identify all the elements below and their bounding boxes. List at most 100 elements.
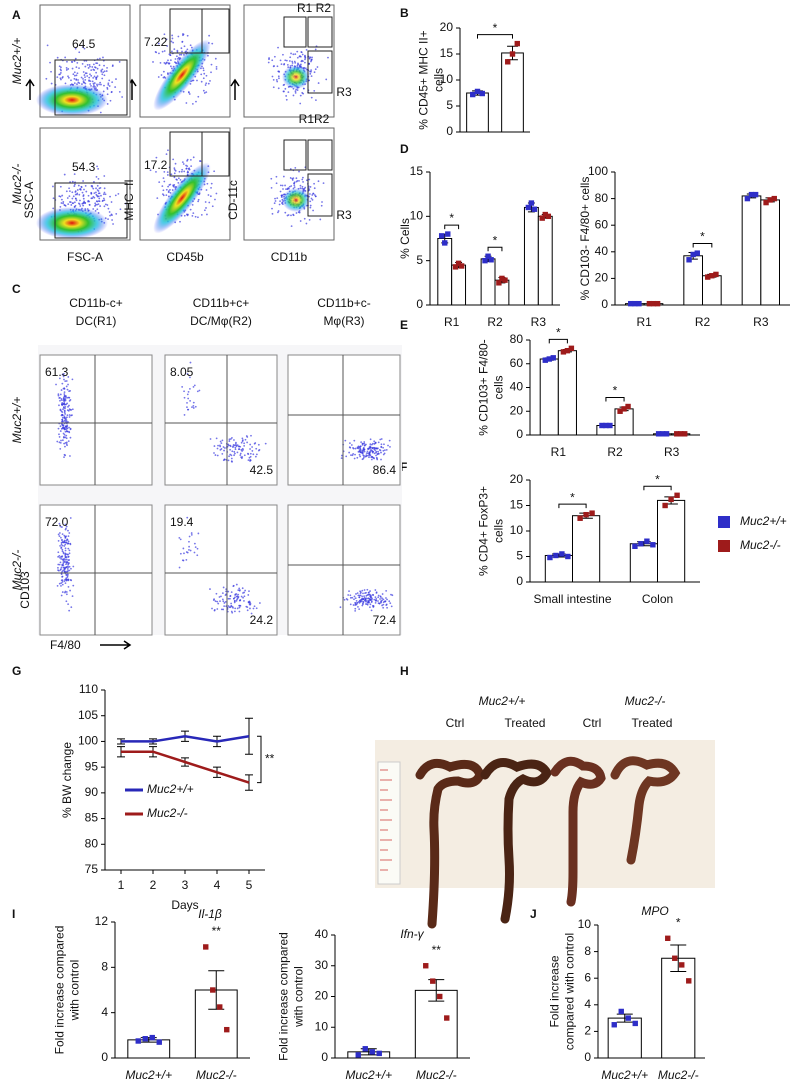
event-dot	[104, 193, 107, 196]
bar	[702, 275, 722, 306]
event-dot	[72, 584, 75, 587]
event-dot	[268, 57, 270, 59]
event-dot	[165, 38, 168, 41]
event-dot	[303, 217, 306, 220]
event-dot	[185, 50, 188, 53]
event-dot	[61, 423, 64, 426]
bar	[414, 989, 458, 1059]
event-dot	[59, 430, 62, 432]
event-dot	[65, 69, 68, 71]
event-dot	[191, 203, 194, 206]
event-dot	[363, 450, 366, 453]
event-dot	[61, 373, 64, 376]
y-tick-label: 15	[510, 498, 524, 512]
event-dot	[383, 443, 385, 446]
event-dot	[63, 399, 66, 402]
event-dot	[211, 607, 213, 610]
event-dot	[321, 201, 323, 203]
event-dot	[200, 213, 203, 216]
event-dot	[366, 594, 369, 597]
event-dot	[284, 59, 287, 62]
event-dot	[279, 190, 282, 193]
event-dot	[380, 443, 383, 446]
event-dot	[275, 175, 278, 178]
event-dot	[292, 94, 295, 97]
event-dot	[370, 609, 373, 612]
y-tick-label: 10	[410, 209, 424, 223]
event-dot	[97, 167, 100, 170]
event-dot	[124, 202, 127, 205]
gate-value: 64.5	[72, 37, 96, 51]
event-dot	[90, 192, 93, 195]
event-dot	[96, 62, 99, 65]
event-dot	[229, 595, 232, 598]
event-dot	[366, 588, 369, 591]
event-dot	[166, 171, 169, 174]
event-dot	[199, 160, 201, 162]
event-dot	[278, 77, 280, 80]
event-dot	[74, 57, 77, 60]
event-dot	[375, 598, 378, 600]
event-dot	[187, 168, 190, 170]
row-label: Muc2-/-	[10, 550, 24, 591]
event-dot	[198, 389, 201, 392]
event-dot	[99, 205, 102, 207]
event-dot	[58, 195, 61, 198]
event-dot	[64, 204, 66, 207]
event-dot	[68, 190, 71, 193]
event-dot	[245, 605, 248, 608]
event-dot	[111, 219, 114, 221]
event-dot	[282, 53, 284, 56]
event-dot	[64, 528, 67, 531]
x-axis-label: Days	[171, 898, 198, 912]
event-dot	[167, 185, 169, 188]
event-dot	[74, 193, 77, 196]
event-dot	[89, 73, 91, 76]
event-dot	[65, 190, 68, 193]
event-dot	[90, 69, 93, 72]
x-axis-label: F4/80	[50, 638, 81, 652]
event-dot	[205, 207, 207, 209]
data-point	[632, 543, 638, 549]
gate-value: 42.5	[250, 463, 274, 477]
event-dot	[166, 174, 169, 176]
event-dot	[305, 49, 308, 51]
event-dot	[106, 103, 109, 105]
photo-column: Ctrl	[446, 716, 465, 730]
event-dot	[103, 84, 105, 87]
data-point	[705, 274, 711, 280]
event-dot	[52, 197, 55, 200]
event-dot	[65, 539, 68, 542]
y-tick-label: 5	[516, 549, 523, 563]
data-point	[568, 345, 575, 352]
event-dot	[96, 75, 99, 78]
event-dot	[239, 604, 241, 607]
event-dot	[65, 437, 68, 440]
event-dot	[67, 76, 70, 79]
event-dot	[62, 202, 64, 205]
event-dot	[101, 73, 104, 76]
event-dot	[181, 161, 184, 164]
event-dot	[311, 194, 314, 196]
event-dot	[234, 443, 237, 445]
event-dot	[364, 599, 367, 602]
event-dot	[103, 74, 106, 77]
event-dot	[101, 77, 104, 80]
event-dot	[71, 67, 74, 70]
event-dot	[63, 393, 66, 395]
event-dot	[163, 33, 166, 36]
event-dot	[66, 402, 69, 405]
event-dot	[171, 37, 174, 40]
event-dot	[71, 191, 74, 194]
event-dot	[62, 432, 65, 435]
event-dot	[95, 200, 98, 203]
event-dot	[69, 436, 72, 439]
event-dot	[196, 547, 199, 550]
event-dot	[162, 177, 165, 180]
event-dot	[94, 202, 97, 205]
event-dot	[162, 194, 165, 197]
event-dot	[65, 380, 68, 382]
event-dot	[204, 84, 207, 86]
flow-plot	[164, 354, 278, 486]
